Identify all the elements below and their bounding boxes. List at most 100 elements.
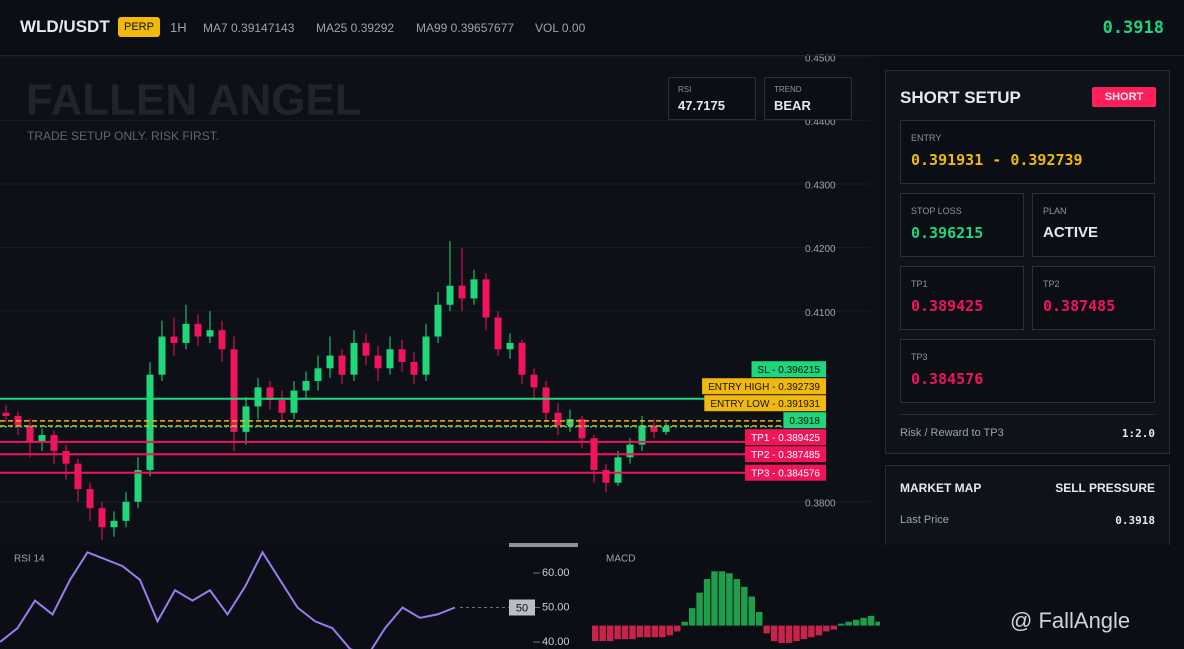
top-bar: WLD/USDT PERP 1H MA7 0.39147143 MA25 0.3… — [0, 0, 1184, 56]
y-tick-label: 0.4200 — [805, 244, 836, 255]
stat-label: TREND — [774, 85, 802, 94]
candle-body — [290, 390, 298, 413]
marker-label: 50 — [516, 602, 528, 614]
setup-badge: SHORT — [1092, 87, 1156, 107]
candle-body — [206, 330, 214, 337]
level-box — [704, 395, 826, 412]
level-box — [745, 429, 826, 446]
level-label: TP2 - 0.387485 — [751, 450, 820, 461]
candle-body — [542, 387, 550, 413]
stat-value: BEAR — [774, 98, 811, 113]
macd-bar — [733, 579, 741, 626]
candle-body — [254, 387, 262, 407]
market-title: MARKET MAP — [900, 481, 982, 495]
setup-box: TP1 0.389425 — [900, 266, 1024, 330]
candle-body — [98, 508, 106, 528]
macd-bar — [688, 608, 696, 626]
candle-body — [50, 435, 58, 451]
candle-body — [158, 336, 166, 375]
macd-bar — [793, 625, 800, 642]
candle-body — [302, 381, 310, 391]
macd-bar — [756, 612, 763, 626]
macd-bar — [838, 623, 845, 626]
setup-box: PLAN ACTIVE — [1032, 193, 1155, 257]
macd-bar — [696, 592, 703, 626]
candle-body — [182, 323, 190, 343]
setup-label: TP1 — [911, 279, 928, 289]
macd-bar — [718, 571, 726, 626]
candle-body — [134, 470, 142, 502]
candle-body — [110, 520, 118, 528]
market-label: Last Price — [900, 514, 949, 526]
candle-body — [662, 426, 670, 432]
candle-body — [338, 355, 346, 375]
macd-bar — [621, 625, 629, 640]
setup-value: 0.391931 - 0.392739 — [911, 151, 1083, 169]
panel-title: RSI 14 — [14, 554, 45, 565]
setup-box: ENTRY 0.391931 - 0.392739 — [900, 120, 1155, 184]
candle-body — [386, 349, 394, 369]
chart-area: FALLEN ANGEL TRADE SETUP ONLY. RISK FIRS… — [0, 54, 880, 649]
candle-body — [470, 279, 478, 299]
candle-body — [458, 285, 466, 299]
marker-box — [509, 599, 535, 616]
setup-value: 0.396215 — [911, 224, 984, 242]
candle-body — [650, 425, 658, 432]
candle-body — [326, 355, 334, 369]
candle-body — [26, 425, 34, 442]
candle-body — [242, 406, 250, 432]
watermark-subtitle: TRADE SETUP ONLY. RISK FIRST. — [27, 129, 219, 143]
y-tick-label: 0.3800 — [805, 498, 836, 509]
macd-bar — [636, 625, 644, 638]
candle-body — [638, 425, 646, 445]
macd-bar — [852, 619, 860, 626]
level-label: ENTRY LOW - 0.391931 — [710, 399, 820, 410]
macd-bar — [823, 625, 830, 632]
candle-body — [422, 336, 430, 375]
macd-bar — [778, 625, 785, 644]
candle-body — [146, 374, 154, 471]
interval[interactable]: 1H — [170, 20, 187, 35]
macd-bar — [651, 625, 659, 638]
macd-bar — [703, 579, 711, 626]
divider — [900, 414, 1155, 415]
candle-body — [494, 317, 502, 350]
level-box — [783, 412, 826, 429]
candle-body — [554, 412, 562, 426]
level-label: TP3 - 0.384576 — [751, 468, 820, 479]
candle-body — [314, 368, 322, 382]
candles — [0, 56, 870, 540]
y-tick-label: 60.00 — [542, 567, 570, 579]
y-tick-label: 0.4100 — [805, 308, 836, 319]
stat-box: TREND BEAR — [764, 77, 852, 120]
setup-value: 0.389425 — [911, 297, 984, 315]
candle-body — [362, 342, 370, 356]
macd-bar — [741, 586, 748, 626]
candle-body — [482, 279, 490, 318]
macd-bar — [674, 625, 681, 632]
macd-bar — [763, 625, 770, 634]
y-tick-label: 40.00 — [542, 636, 570, 648]
candle-body — [578, 419, 586, 439]
level-label: ENTRY HIGH - 0.392739 — [708, 382, 820, 393]
macd-bar — [815, 625, 823, 636]
macd-bar — [748, 596, 755, 626]
macd-bar — [606, 625, 614, 642]
macd-bar — [711, 571, 718, 626]
y-tick-label: 0.4300 — [805, 181, 836, 192]
macd-bar — [629, 625, 636, 640]
candle-body — [194, 323, 202, 337]
candle-body — [266, 387, 274, 401]
market-status: SELL PRESSURE — [1055, 481, 1155, 495]
candle-body — [518, 342, 526, 375]
y-tick-label: 0.4500 — [805, 54, 836, 65]
y-tick-label: 0.4400 — [805, 117, 836, 128]
badge: PERP — [118, 17, 160, 37]
indicator: MA25 0.39292 — [316, 21, 395, 35]
macd-bar — [830, 625, 837, 630]
panel-divider — [509, 543, 578, 547]
stat-label: RSI — [678, 85, 692, 94]
candle-body — [530, 374, 538, 388]
rr-value: 1:2.0 — [1121, 427, 1155, 440]
